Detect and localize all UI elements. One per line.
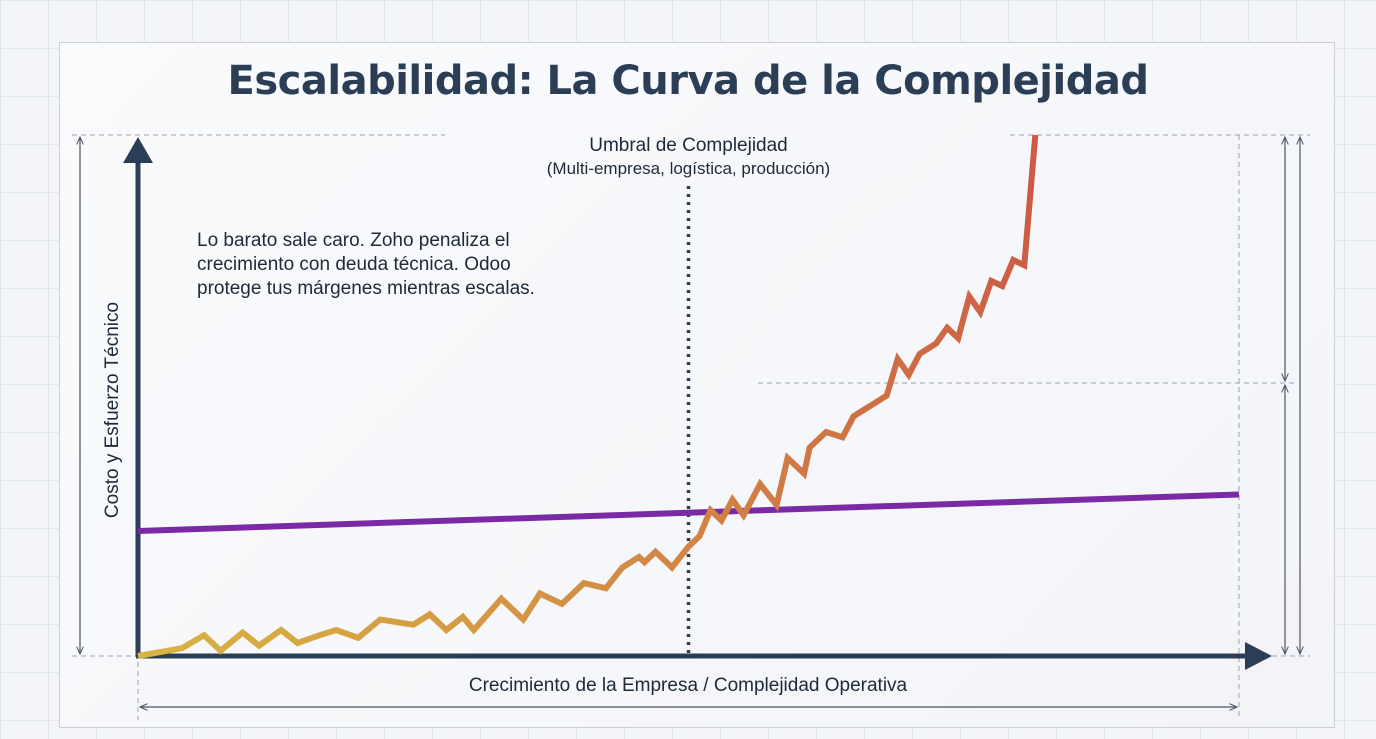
series-line-flat (137, 491, 1240, 534)
chart-title: Escalabilidad: La Curva de la Complejida… (227, 58, 1149, 104)
series-line-curve (137, 134, 1039, 659)
chart-card (59, 42, 1335, 728)
x-axis-arrowhead (1245, 642, 1272, 670)
y-axis-arrowhead (123, 137, 153, 163)
x-axis-label: Crecimiento de la Empresa / Complejidad … (469, 675, 908, 696)
annotation-line-1: Lo barato sale caro. Zoho penaliza el (197, 230, 510, 251)
threshold-label: Umbral de Complejidad (589, 135, 788, 156)
annotation-line-2: crecimiento con deuda técnica. Odoo (197, 254, 511, 275)
annotation-line-3: protege tus márgenes mientras escalas. (197, 278, 535, 299)
y-axis-label: Costo y Esfuerzo Técnico (102, 302, 123, 518)
threshold-sublabel: (Multi-empresa, logística, producción) (547, 159, 830, 178)
